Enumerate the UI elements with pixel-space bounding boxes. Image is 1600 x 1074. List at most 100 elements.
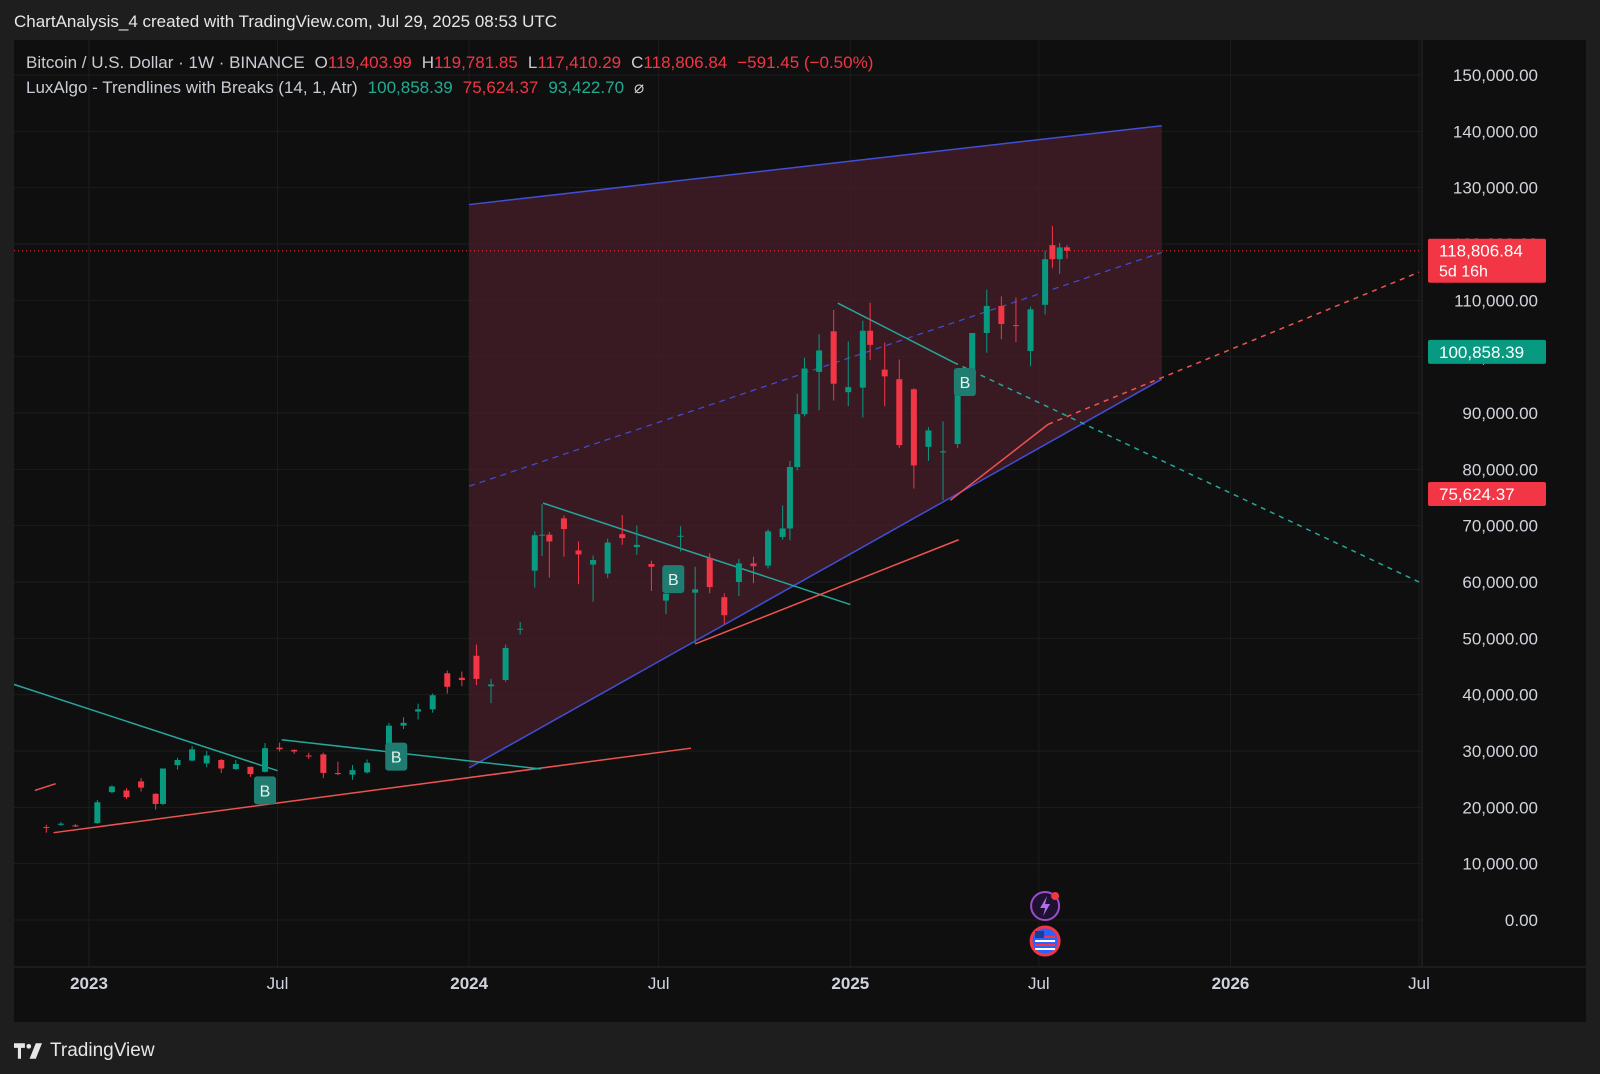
trendline [837,302,954,363]
low-label: L [527,53,538,72]
candle-body [1063,247,1070,251]
candle [881,342,888,407]
candle [415,703,422,720]
candle [619,514,626,545]
trendline [14,683,278,772]
candle-body [560,518,567,530]
candle-body [816,350,823,372]
break-marker-bg [953,368,976,397]
candle [203,751,210,768]
candle-body [925,430,932,447]
candle-body [575,550,582,555]
candle [349,765,356,780]
upper-trend-badge-bg [1428,339,1546,364]
candle [152,793,159,810]
lower-trend-badge-bg [1428,481,1546,506]
candle-body [1027,309,1034,352]
candle [531,531,538,588]
candle-body [845,387,852,393]
x-tick-label: 2026 [1212,974,1250,993]
candle-body [983,305,990,334]
candle-body [502,647,509,681]
low-value: 117,410.29 [537,53,622,72]
trendline [34,782,56,792]
candle [517,621,524,635]
break-marker-bg [385,742,408,771]
candle [575,541,582,585]
flag-stripe [1035,944,1056,946]
candle-body [159,768,166,804]
candle-body [473,655,480,679]
candle [291,749,298,754]
candle-body [1042,259,1049,305]
candle [305,752,312,759]
candle-body [1049,245,1056,260]
candle [867,302,874,361]
candle [692,566,699,644]
parallel-channel [468,124,1163,769]
symbol-name[interactable]: Bitcoin / U.S. Dollar · 1W · BINANCE [26,53,305,72]
candle-body [218,760,225,769]
candle [546,531,553,578]
candles [43,225,1070,833]
footer: TradingView [14,1040,155,1062]
y-tick-label: 0.00 [1505,911,1538,930]
y-tick-label: 150,000.00 [1453,66,1538,85]
trendline [1047,271,1420,425]
candle-body [57,823,64,825]
last-price-badge-text: 118,806.84 [1439,242,1523,261]
candle-body [969,333,976,389]
candle-body [539,534,546,536]
candle-body [415,709,422,712]
last-price-badge-countdown: 5d 16h [1439,264,1488,281]
candle-body [735,563,742,582]
candle-body [305,755,312,757]
us-flag-event-icon [1029,925,1061,957]
candle [779,505,786,540]
lightning-event-dot [1051,892,1060,900]
candle-body [123,790,130,798]
lower-trend-badge: 75,624.37 [1428,481,1546,506]
candle-body [429,695,436,710]
candle-body [794,414,801,468]
candle-body [830,331,837,384]
event-icons [1029,891,1061,957]
candle [43,824,50,833]
candle-body [590,560,597,565]
trendline [542,502,851,606]
x-tick-label: 2023 [70,974,108,993]
candle-body [867,330,874,345]
candle [94,800,101,824]
y-tick-label: 70,000.00 [1462,517,1538,536]
hide-eye-icon[interactable]: ⌀ [634,78,645,97]
candle [677,526,684,552]
flag-stripe [1035,936,1056,938]
candle-body [291,749,298,752]
x-tick-label: 2024 [450,974,488,993]
candle-body [619,534,626,539]
candle-body [94,802,101,824]
indicator-value-2: 75,624.37 [462,78,539,97]
candle [648,560,655,592]
candle [590,555,597,602]
candle-body [801,368,808,415]
candle [72,824,79,828]
break-marker: B [662,565,685,594]
indicator-name[interactable]: LuxAlgo - Trendlines with Breaks (14, 1,… [26,78,358,97]
tradingview-logo-icon[interactable] [14,1043,42,1059]
flag-stripe [1035,940,1056,942]
candle-body [1012,325,1019,327]
candle-body [138,781,145,788]
trendlines [14,250,1422,834]
close-label: C [631,53,644,72]
brand-name[interactable]: TradingView [50,1040,155,1061]
candle-body [152,793,159,804]
candle [364,759,371,774]
candle-body [662,593,669,601]
candle [910,388,917,489]
candle [320,752,327,779]
candle [108,785,115,794]
candle [218,758,225,773]
